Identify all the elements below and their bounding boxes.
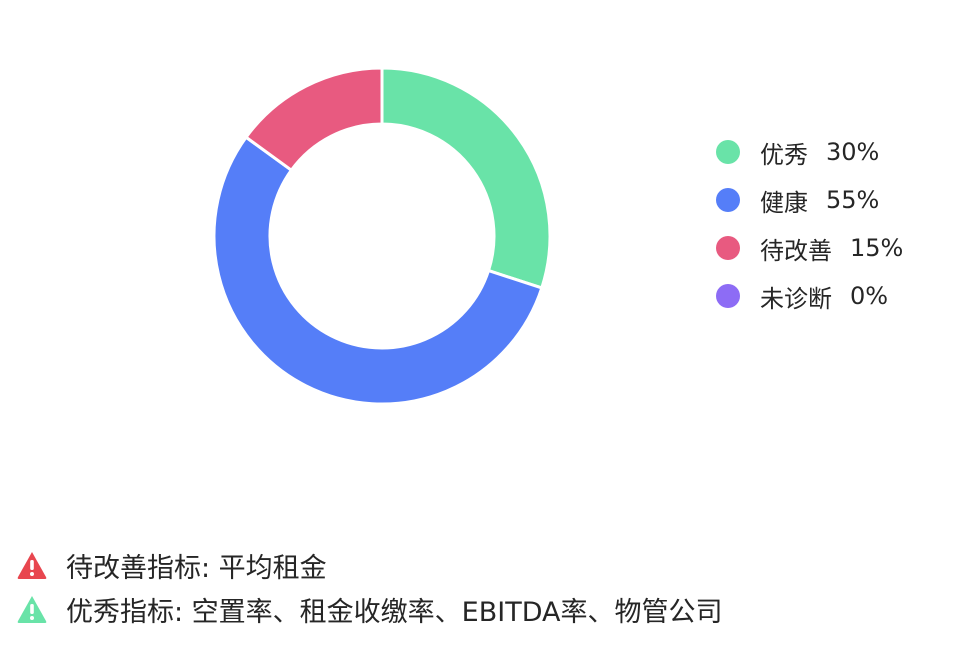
legend-item-needs-improvement[interactable]: 待改善 15% [716, 234, 904, 265]
legend-item-undiagnosed[interactable]: 未诊断 0% [716, 282, 903, 313]
legend-label-undiagnosed: 未诊断 [760, 284, 832, 313]
indicator-notes: 待改善指标: 平均租金 优秀指标: 空置率、租金收缴率、EBITDA率、物管公司 [16, 548, 723, 628]
donut-slice-excellent[interactable] [380, 66, 552, 290]
legend-value-excellent: 30% [826, 138, 880, 166]
donut-slice-needs-improvement[interactable] [244, 66, 384, 172]
donut-chart [212, 66, 552, 406]
legend-dot-healthy [716, 188, 740, 212]
legend-label-excellent: 优秀 [760, 140, 808, 169]
legend-label-needs-improvement: 待改善 [760, 236, 832, 265]
warning-triangle-red-icon [17, 552, 47, 579]
note-needs-improvement: 待改善指标: 平均租金 [16, 548, 723, 584]
note-text-excellent: 优秀指标: 空置率、租金收缴率、EBITDA率、物管公司 [66, 596, 723, 628]
note-text-needs-improvement: 待改善指标: 平均租金 [66, 552, 327, 584]
legend-value-undiagnosed: 0% [850, 282, 889, 310]
legend-value-healthy: 55% [826, 186, 880, 214]
legend-label-healthy: 健康 [760, 188, 808, 217]
legend-value-needs-improvement: 15% [850, 234, 904, 262]
donut-slice-healthy[interactable] [212, 135, 544, 406]
legend-dot-undiagnosed [716, 284, 740, 308]
legend-dot-excellent [716, 140, 740, 164]
chart-legend: 优秀 30% 健康 55% 待改善 15% 未诊断 0% [716, 138, 904, 313]
note-excellent: 优秀指标: 空置率、租金收缴率、EBITDA率、物管公司 [16, 592, 723, 628]
legend-item-excellent[interactable]: 优秀 30% [716, 138, 903, 169]
legend-dot-needs-improvement [716, 236, 740, 260]
warning-triangle-green-icon [17, 596, 47, 623]
legend-item-healthy[interactable]: 健康 55% [716, 186, 903, 217]
